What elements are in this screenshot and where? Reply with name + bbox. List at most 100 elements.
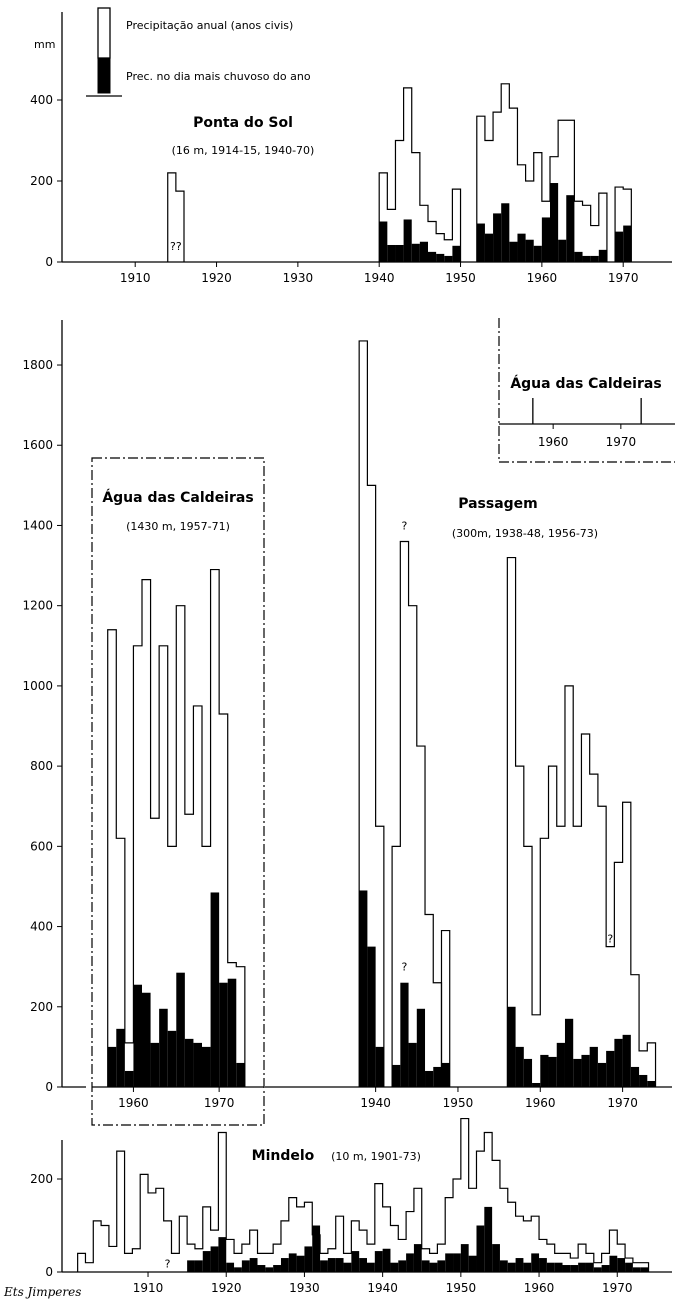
maxday-bar bbox=[150, 1042, 160, 1087]
x-ticks: 1960 1970 bbox=[118, 1087, 234, 1110]
maxday-bar bbox=[433, 1066, 442, 1087]
maxday-bar bbox=[532, 1082, 541, 1087]
x-tick-label: 1920 bbox=[201, 271, 232, 285]
panel-subtitle: (300m, 1938-48, 1956-73) bbox=[452, 527, 598, 540]
maxday-bar bbox=[525, 239, 534, 262]
maxday-bar bbox=[558, 239, 567, 262]
maxday-bar bbox=[406, 1253, 414, 1272]
annual-step-line bbox=[358, 340, 385, 1087]
maxday-bar bbox=[554, 1262, 563, 1272]
maxday-bar bbox=[578, 1262, 586, 1272]
maxday-bar bbox=[202, 1251, 211, 1272]
maxday-bar bbox=[441, 1062, 450, 1087]
maxday-bar bbox=[249, 1258, 258, 1272]
maxday-bar bbox=[566, 195, 575, 262]
maxday-bar bbox=[176, 972, 185, 1087]
question-mark-annotation: ? bbox=[165, 1257, 171, 1270]
maxday-bar bbox=[375, 1046, 384, 1087]
maxday-bar bbox=[622, 1034, 631, 1087]
x-tick-label: 1940 bbox=[367, 1281, 398, 1295]
maxday-bar bbox=[379, 221, 388, 262]
maxday-bar bbox=[184, 1038, 194, 1087]
x-tick-label: 1910 bbox=[120, 271, 151, 285]
maxday-bar bbox=[507, 1262, 516, 1272]
maxday-bar bbox=[590, 255, 599, 262]
maxday-bar bbox=[556, 1042, 565, 1087]
maxday-bar bbox=[492, 1244, 500, 1272]
bars: ? bbox=[77, 1117, 650, 1272]
panel-mindelo: 0 200 1910 1920 1930 1940 1950 1960 1970 ? Mind… bbox=[30, 1117, 672, 1295]
maxday-bar bbox=[515, 1046, 524, 1087]
maxday-bar bbox=[124, 1070, 134, 1087]
maxday-bar bbox=[227, 978, 237, 1087]
y-tick-label: 200 bbox=[30, 1172, 53, 1186]
y-tick-label: 600 bbox=[30, 839, 53, 853]
question-mark-annotation: ? bbox=[402, 961, 408, 974]
maxday-bar bbox=[304, 1246, 313, 1272]
maxday-bar bbox=[403, 219, 412, 262]
legend-maxday-label: Prec. no dia mais chuvoso do ano bbox=[126, 70, 311, 83]
maxday-bar bbox=[623, 225, 632, 262]
maxday-bar bbox=[640, 1267, 649, 1272]
maxday-bar bbox=[142, 992, 151, 1087]
maxday-bar bbox=[241, 1260, 250, 1272]
maxday-bar bbox=[392, 1064, 401, 1087]
y-tick-label: 400 bbox=[30, 920, 53, 934]
y-tick-label: 1400 bbox=[22, 518, 53, 532]
x-tick-label: 1970 bbox=[204, 1096, 235, 1110]
maxday-bar bbox=[400, 982, 409, 1087]
maxday-bar bbox=[159, 1008, 168, 1087]
panel-title: Água das Caldeiras bbox=[102, 489, 253, 506]
maxday-bar bbox=[493, 213, 502, 262]
maxday-bar bbox=[387, 244, 396, 262]
maxday-bar bbox=[425, 1070, 434, 1087]
x-tick-label: 1920 bbox=[211, 1281, 242, 1295]
x-tick-label: 1970 bbox=[606, 435, 637, 449]
maxday-bar bbox=[468, 1255, 477, 1272]
maxday-bar bbox=[226, 1262, 235, 1272]
maxday-bar bbox=[382, 1248, 391, 1272]
x-tick-label: 1950 bbox=[443, 1096, 474, 1110]
maxday-bar bbox=[453, 1253, 461, 1272]
annual-step-line bbox=[506, 556, 657, 1087]
maxday-bar bbox=[265, 1267, 274, 1272]
y-tick-label: 1000 bbox=[22, 679, 53, 693]
bars bbox=[107, 568, 246, 1087]
maxday-bar bbox=[585, 1262, 594, 1272]
maxday-bar bbox=[421, 1260, 430, 1272]
maxday-bar bbox=[359, 890, 368, 1087]
y-ticks: 0 200 400 bbox=[30, 93, 62, 269]
maxday-bar bbox=[296, 1255, 305, 1272]
maxday-bar bbox=[550, 183, 559, 262]
maxday-bar bbox=[515, 1258, 524, 1272]
y-tick-label: 200 bbox=[30, 1000, 53, 1014]
panel-title: Passagem bbox=[458, 496, 538, 512]
maxday-bar bbox=[625, 1262, 633, 1272]
maxday-bar bbox=[601, 1265, 610, 1272]
maxday-bar bbox=[509, 241, 518, 262]
y-tick-label: 1800 bbox=[22, 358, 53, 372]
y-tick-label: 0 bbox=[45, 1265, 53, 1279]
maxday-bar bbox=[593, 1267, 602, 1272]
annual-step-line bbox=[167, 172, 185, 262]
maxday-bar bbox=[499, 1260, 508, 1272]
maxday-bar bbox=[573, 1058, 582, 1087]
maxday-bar bbox=[257, 1265, 266, 1272]
maxday-bar bbox=[452, 245, 461, 262]
maxday-bar bbox=[617, 1258, 626, 1272]
inset-marks: 1960 1970 bbox=[532, 398, 642, 449]
maxday-bar bbox=[359, 1258, 367, 1272]
y-ticks: 0 200 bbox=[30, 1172, 62, 1279]
signature: Ets Jimperes bbox=[3, 1285, 81, 1299]
maxday-bar bbox=[598, 249, 607, 262]
maxday-bar bbox=[312, 1225, 321, 1272]
maxday-bar bbox=[531, 1253, 540, 1272]
maxday-bar bbox=[234, 1267, 242, 1272]
maxday-bar bbox=[460, 1244, 469, 1272]
maxday-bar bbox=[548, 1056, 557, 1087]
maxday-bar bbox=[581, 1054, 590, 1087]
maxday-bar bbox=[367, 946, 376, 1087]
maxday-bar bbox=[507, 1006, 516, 1087]
